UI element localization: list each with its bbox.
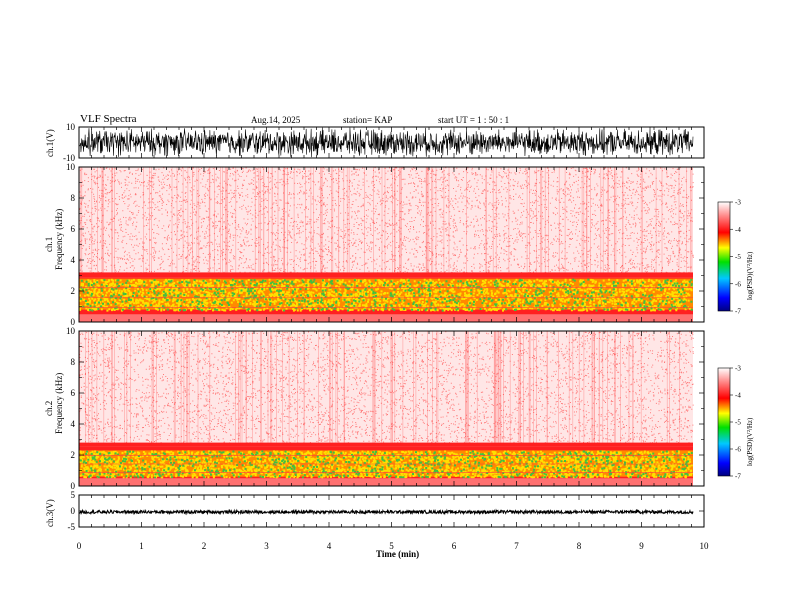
colorbar-tick-label: -4 [735,392,741,400]
colorbar-tick-label: -3 [735,199,741,207]
spectrogram-streaks [80,167,693,273]
colorbar-tick-label: -6 [735,446,741,454]
colorbar-tick-label: -4 [735,226,741,234]
x-tick-label: 10 [700,541,710,551]
ch2-spectrogram [79,331,694,486]
y-tick-label: 8 [71,357,76,367]
y-tick-label: 0 [71,506,76,516]
y-tick-label: 2 [71,286,76,296]
ch1-spectrogram [79,167,694,322]
ch2-colorbar [717,367,731,477]
y-tick-label: 5 [71,490,76,500]
ch3-wave-trace [78,508,694,516]
x-tick-label: 4 [327,541,332,551]
spectrogram-streaks [79,331,680,443]
colorbar-tick-label: -7 [735,473,741,481]
x-tick-label: 1 [139,541,144,551]
y-tick-label: 6 [71,388,76,398]
spectrogram-noise [79,167,694,274]
figure-title: VLF Spectra [80,113,137,125]
ch1-wave-trace [78,127,694,158]
y-tick-label: 4 [71,419,76,429]
y-tick-label: 0 [71,317,76,327]
colorbar-tick-label: -5 [735,253,741,261]
x-tick-label: 3 [264,541,269,551]
header-date: Aug.14, 2025 [251,115,301,125]
y-tick-label: -10 [63,153,75,163]
x-tick-label: 0 [77,541,82,551]
spectrogram-peak-green [79,450,693,479]
y-tick-label: 6 [71,224,76,234]
spectrogram-low-strip [79,478,693,486]
header-start-time: start UT = 1 : 50 : 1 [438,115,510,125]
y-tick-label: 10 [66,326,76,336]
header-station: station= KAP [343,115,393,125]
x-tick-label: 6 [452,541,457,551]
y-tick-label: 0 [71,481,76,491]
spectrogram-low-strip [79,314,693,322]
ch1-colorbar [717,201,731,312]
spectrogram-peak-green [80,278,693,312]
x-tick-label: 9 [639,541,644,551]
colorbar-tick-label: -7 [735,308,741,316]
colorbar-tick-label: -5 [735,419,741,427]
x-tick-label: 7 [514,541,519,551]
y-tick-label: 2 [71,450,76,460]
ch3-waveform [78,508,694,516]
x-tick-label: 5 [389,541,394,551]
y-tick-label: 10 [66,162,76,172]
y-tick-label: -5 [68,522,76,532]
x-axis-label: Time (min) [376,549,420,559]
spectrogram-peak-yellow [79,278,693,312]
x-tick-label: 8 [577,541,582,551]
y-tick-label: 10 [66,122,76,132]
colorbars: -3 -4 -5 -6 -7 -3 -4 -5 -6 -7 [717,199,741,481]
ch1-waveform [78,127,694,158]
colorbar-tick-label: -3 [735,365,741,373]
x-tick-label: 2 [202,541,207,551]
y-tick-label: 4 [71,255,76,265]
colorbar-tick-label: -6 [735,280,741,288]
y-tick-label: 8 [71,193,76,203]
spectrogram-noise [79,331,694,444]
